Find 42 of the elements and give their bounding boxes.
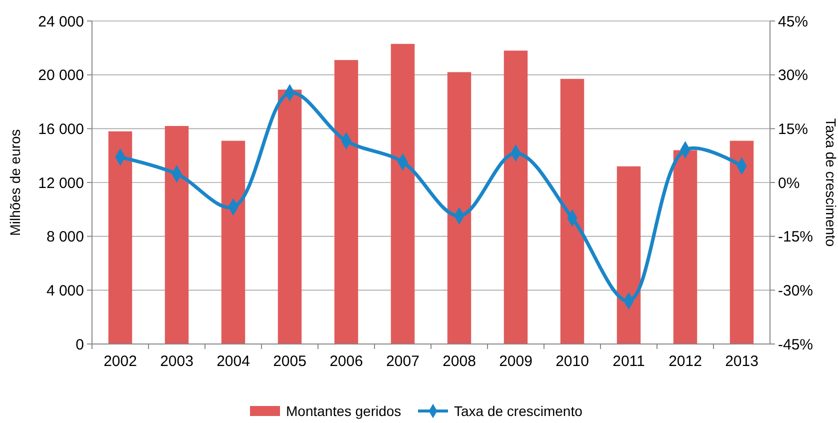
x-tick-label: 2013: [725, 353, 758, 370]
y-tick-label: 12 000: [38, 174, 84, 192]
bar: [278, 90, 302, 344]
x-tick-label: 2009: [499, 353, 532, 370]
y2-tick-label: -30%: [778, 282, 814, 300]
x-tick-label: 2004: [216, 353, 250, 370]
y-tick-label: 8 000: [46, 228, 84, 246]
x-tick-label: 2002: [104, 353, 137, 370]
bar: [616, 166, 641, 344]
y2-tick-label: 0%: [778, 174, 800, 192]
x-tick-label: 2007: [386, 353, 420, 370]
x-tick-label: 2010: [556, 353, 589, 370]
bar: [673, 150, 698, 344]
x-tick-label: 2011: [612, 353, 645, 370]
bar: [560, 78, 584, 344]
y-tick-label: 4 000: [46, 282, 84, 300]
bar: [164, 126, 189, 344]
y2-tick-label: -15%: [778, 228, 814, 246]
y2-tick-label: 15%: [778, 120, 808, 138]
legend-label: Montantes geridos: [286, 402, 402, 419]
x-tick-label: 2012: [668, 353, 702, 370]
x-tick-label: 2008: [442, 353, 476, 370]
bar: [221, 140, 246, 344]
y-tick-label: 20 000: [38, 67, 84, 84]
x-tick-label: 2003: [160, 353, 194, 370]
bar: [108, 131, 132, 344]
y-tick-label: 24 000: [38, 13, 84, 30]
bar: [730, 140, 754, 344]
bar: [447, 72, 472, 344]
y2-tick-label: 45%: [778, 13, 808, 30]
x-tick-label: 2006: [330, 353, 363, 370]
y-axis-title: Milhões de euros: [7, 129, 23, 236]
y2-axis-title: Taxa de crescimento: [823, 118, 838, 247]
bar: [390, 44, 415, 344]
bar: [504, 50, 528, 344]
y-tick-label: 0: [76, 336, 84, 354]
y2-tick-label: -45%: [778, 336, 814, 354]
y-tick-label: 16 000: [38, 120, 84, 138]
legend-label: Taxa de crescimento: [454, 402, 583, 419]
y2-tick-label: 30%: [778, 67, 808, 84]
x-tick-label: 2005: [273, 353, 306, 370]
bar: [334, 60, 358, 344]
